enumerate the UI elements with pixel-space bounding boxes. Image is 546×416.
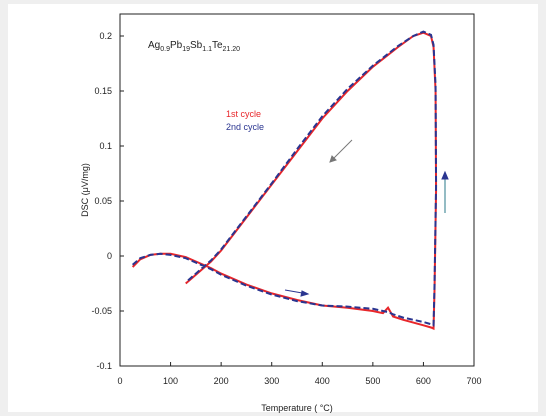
arrow-head [441,170,449,180]
x-tick-label: 300 [264,376,279,386]
x-tick-label: 100 [163,376,178,386]
arrow-head [300,290,310,297]
panel [8,4,538,412]
y-tick-label: 0.15 [94,86,112,96]
element: Ag [148,40,160,51]
x-axis-label: Temperature ( °C) [261,403,333,413]
element: Te [212,40,223,51]
y-tick-label: -0.05 [91,306,112,316]
x-tick-label: 500 [365,376,380,386]
arrow-head [329,155,337,163]
y-tick-label: 0 [107,251,112,261]
x-tick-label: 200 [214,376,229,386]
subscript: 21.20 [223,46,241,53]
y-tick-label: -0.1 [96,361,112,371]
y-tick-label: 0.1 [99,141,112,151]
subscript: 0.9 [160,46,170,53]
legend-entry: 2nd cycle [226,122,264,132]
series-line [131,30,438,327]
y-tick-label: 0.2 [99,31,112,41]
element: Pb [170,40,183,51]
x-tick-label: 600 [416,376,431,386]
legend-entry: 1st cycle [226,109,261,119]
x-tick-label: 700 [466,376,481,386]
y-tick-label: 0.05 [94,196,112,206]
y-axis-label: DSC (μV/mg) [80,163,90,217]
subscript: 1.1 [202,46,212,53]
series-line [131,31,438,331]
annotation-arrows [284,139,449,297]
subscript: 19 [182,46,190,53]
element: Sb [190,40,203,51]
plot-frame [119,13,475,367]
composition: Ag0.9Pb19Sb1.1Te21.20 [148,40,240,53]
x-tick-label: 0 [117,376,122,386]
x-tick-label: 400 [315,376,330,386]
